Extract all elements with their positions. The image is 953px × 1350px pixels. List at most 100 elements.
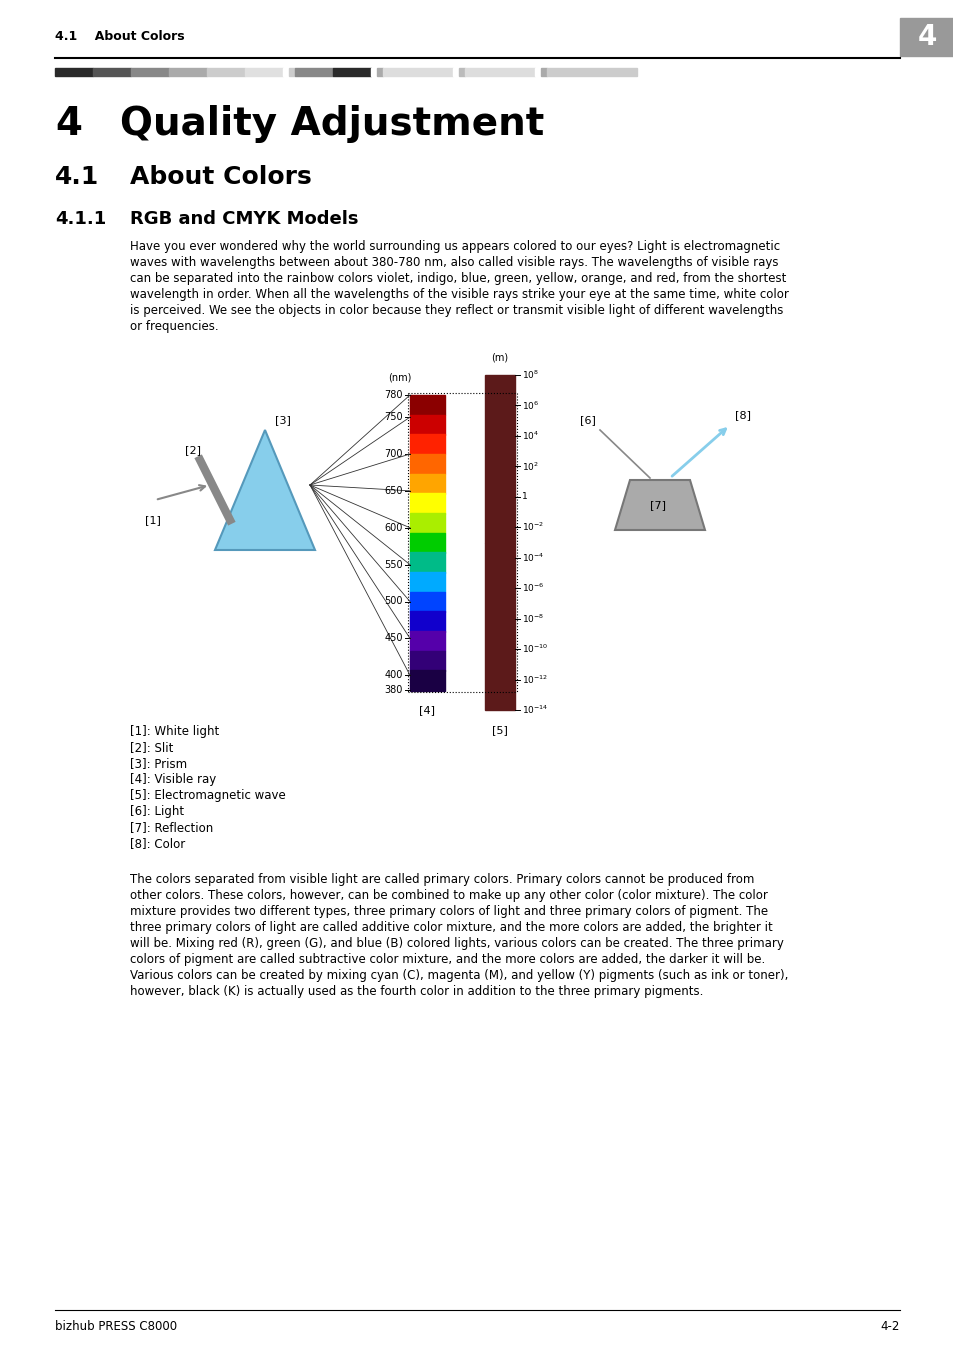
Text: Various colors can be created by mixing cyan (C), magenta (M), and yellow (Y) pi: Various colors can be created by mixing …: [130, 969, 787, 981]
Text: or frequencies.: or frequencies.: [130, 320, 218, 333]
Text: wavelength in order. When all the wavelengths of the visible rays strike your ey: wavelength in order. When all the wavele…: [130, 288, 788, 301]
Bar: [540, 68, 546, 76]
Text: 4.1: 4.1: [55, 165, 99, 189]
Text: 400: 400: [384, 670, 402, 680]
Text: can be separated into the rainbow colors violet, indigo, blue, green, yellow, or: can be separated into the rainbow colors…: [130, 271, 785, 285]
Text: 4: 4: [55, 105, 82, 143]
Text: three primary colors of light are called additive color mixture, and the more co: three primary colors of light are called…: [130, 921, 772, 934]
Bar: [55, 68, 92, 76]
Text: 500: 500: [384, 597, 402, 606]
Bar: [899, 18, 953, 55]
Text: 10$^{-4}$: 10$^{-4}$: [521, 552, 544, 564]
Text: 780: 780: [384, 390, 402, 400]
Text: 10$^8$: 10$^8$: [521, 369, 538, 381]
Text: 4: 4: [917, 23, 936, 51]
Bar: [376, 68, 382, 76]
Text: [7]: Reflection: [7]: Reflection: [130, 821, 213, 834]
Bar: [294, 68, 333, 76]
Text: 380: 380: [384, 684, 402, 695]
Text: [7]: [7]: [649, 500, 665, 510]
Bar: [410, 396, 444, 416]
Text: [3]: Prism: [3]: Prism: [130, 757, 187, 769]
Text: [2]: [2]: [185, 446, 201, 455]
Bar: [410, 591, 444, 612]
Text: 10$^{-2}$: 10$^{-2}$: [521, 521, 543, 533]
Bar: [382, 68, 453, 76]
Bar: [484, 543, 515, 710]
Text: [8]: Color: [8]: Color: [130, 837, 185, 850]
Text: 550: 550: [384, 560, 402, 570]
Text: 10$^{-10}$: 10$^{-10}$: [521, 643, 548, 655]
Text: 4.1    About Colors: 4.1 About Colors: [55, 31, 185, 43]
Text: 10$^{-8}$: 10$^{-8}$: [521, 613, 544, 625]
Text: [6]: Light: [6]: Light: [130, 805, 184, 818]
Text: 650: 650: [384, 486, 402, 495]
Bar: [458, 68, 464, 76]
Text: 10$^2$: 10$^2$: [521, 460, 538, 472]
Text: 600: 600: [384, 522, 402, 533]
Text: 4.1.1: 4.1.1: [55, 211, 106, 228]
Bar: [410, 572, 444, 593]
Text: [4]: [4]: [419, 705, 435, 716]
Text: (m): (m): [491, 352, 508, 363]
Bar: [283, 68, 289, 76]
Text: waves with wavelengths between about 380-780 nm, also called visible rays. The w: waves with wavelengths between about 380…: [130, 256, 778, 269]
Text: Have you ever wondered why the world surrounding us appears colored to our eyes?: Have you ever wondered why the world sur…: [130, 240, 780, 252]
Text: colors of pigment are called subtractive color mixture, and the more colors are : colors of pigment are called subtractive…: [130, 953, 764, 967]
Text: 4-2: 4-2: [880, 1320, 899, 1332]
Bar: [410, 552, 444, 572]
Bar: [410, 671, 444, 690]
Text: 10$^6$: 10$^6$: [521, 400, 538, 412]
Bar: [453, 68, 458, 76]
Bar: [169, 68, 207, 76]
Text: Quality Adjustment: Quality Adjustment: [120, 105, 543, 143]
Text: other colors. These colors, however, can be combined to make up any other color : other colors. These colors, however, can…: [130, 890, 767, 902]
Text: 750: 750: [384, 412, 402, 423]
Text: RGB and CMYK Models: RGB and CMYK Models: [130, 211, 358, 228]
Bar: [410, 435, 444, 455]
Text: is perceived. We see the objects in color because they reflect or transmit visib: is perceived. We see the objects in colo…: [130, 304, 782, 317]
Text: [5]: [5]: [492, 725, 507, 734]
Bar: [535, 68, 540, 76]
Text: [3]: [3]: [274, 414, 291, 425]
Bar: [92, 68, 131, 76]
Bar: [464, 68, 535, 76]
Text: [1]: White light: [1]: White light: [130, 725, 219, 738]
Text: 10$^{-12}$: 10$^{-12}$: [521, 674, 548, 686]
Text: however, black (K) is actually used as the fourth color in addition to the three: however, black (K) is actually used as t…: [130, 986, 702, 998]
Bar: [410, 630, 444, 651]
Bar: [410, 493, 444, 513]
Text: [6]: [6]: [579, 414, 596, 425]
Bar: [484, 375, 515, 543]
Bar: [410, 651, 444, 671]
Text: The colors separated from visible light are called primary colors. Primary color: The colors separated from visible light …: [130, 873, 754, 886]
Text: 10$^{-14}$: 10$^{-14}$: [521, 703, 548, 717]
Bar: [131, 68, 169, 76]
Bar: [410, 513, 444, 533]
Text: 1: 1: [521, 493, 527, 501]
Bar: [289, 68, 294, 76]
Bar: [207, 68, 245, 76]
Text: bizhub PRESS C8000: bizhub PRESS C8000: [55, 1320, 177, 1332]
Text: will be. Mixing red (R), green (G), and blue (B) colored lights, various colors : will be. Mixing red (R), green (G), and …: [130, 937, 783, 950]
Bar: [371, 68, 376, 76]
Text: mixture provides two different types, three primary colors of light and three pr: mixture provides two different types, th…: [130, 904, 767, 918]
Text: (nm): (nm): [388, 373, 412, 383]
Text: About Colors: About Colors: [130, 165, 312, 189]
Bar: [410, 533, 444, 554]
Text: [2]: Slit: [2]: Slit: [130, 741, 173, 755]
Bar: [245, 68, 283, 76]
Text: [5]: Electromagnetic wave: [5]: Electromagnetic wave: [130, 788, 286, 802]
Text: 10$^4$: 10$^4$: [521, 429, 538, 441]
Text: 700: 700: [384, 450, 402, 459]
Polygon shape: [214, 431, 314, 549]
Text: [8]: [8]: [734, 410, 750, 420]
Bar: [410, 474, 444, 494]
Bar: [410, 414, 444, 435]
Polygon shape: [615, 481, 704, 531]
Bar: [333, 68, 371, 76]
Bar: [410, 612, 444, 632]
Text: [1]: [1]: [145, 514, 161, 525]
Text: 450: 450: [384, 633, 402, 644]
Bar: [546, 68, 637, 76]
